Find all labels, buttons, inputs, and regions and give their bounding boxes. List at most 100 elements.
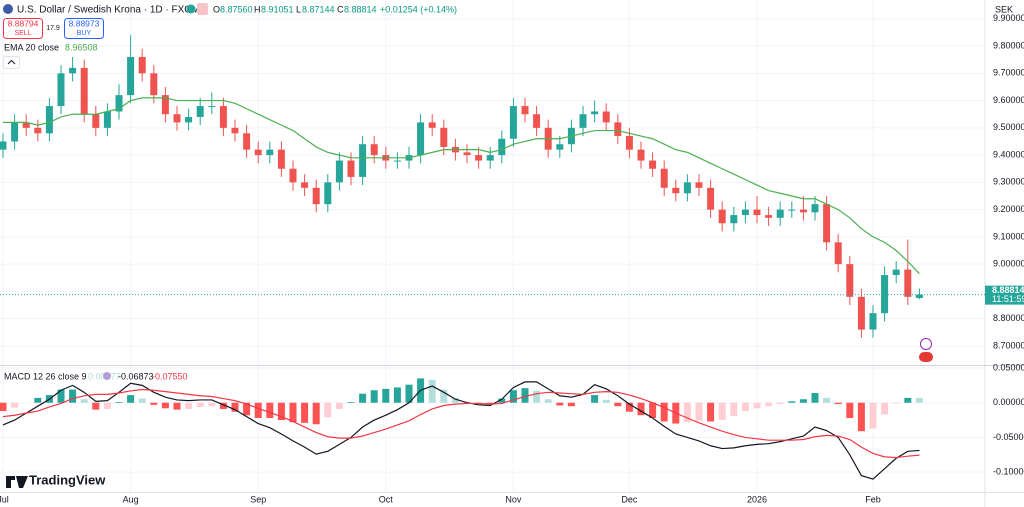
histogram-bar xyxy=(196,402,204,407)
histogram-bar xyxy=(533,390,541,403)
histogram-bar xyxy=(811,393,819,403)
candle-body xyxy=(150,73,158,96)
histogram-bar xyxy=(0,402,7,412)
candle-body xyxy=(289,168,297,183)
histogram-bar xyxy=(881,402,889,415)
logo-text: TradingView xyxy=(29,472,106,487)
candle-body xyxy=(277,149,285,169)
ema-legend: EMA 20 close xyxy=(4,42,59,52)
candle-body xyxy=(417,122,425,156)
candle-body xyxy=(115,95,123,112)
countdown: 11:51:59 xyxy=(992,294,1024,304)
candle-body xyxy=(509,106,517,139)
histogram-bar xyxy=(359,393,367,403)
candle-body xyxy=(776,209,784,218)
candle-body xyxy=(672,187,680,194)
y-tick-label: 9.10000 xyxy=(993,231,1024,241)
news-flag[interactable] xyxy=(919,352,933,362)
histogram-bar xyxy=(521,388,529,403)
candle-body xyxy=(823,204,831,243)
candle-body xyxy=(22,122,30,128)
histogram-bar xyxy=(765,402,773,407)
histogram-bar xyxy=(266,402,274,418)
histogram-bar xyxy=(289,402,297,423)
candle-body xyxy=(219,106,227,128)
histogram-bar xyxy=(34,397,42,403)
candle-body xyxy=(834,242,842,265)
candle-body xyxy=(904,269,912,297)
candle-body xyxy=(196,106,204,117)
collapse-icon[interactable] xyxy=(7,59,16,65)
y-tick-label: 9.60000 xyxy=(993,95,1024,105)
candle-body xyxy=(765,215,773,218)
candle-body xyxy=(799,209,807,213)
histogram-bar xyxy=(301,402,309,423)
histogram-bar xyxy=(625,402,633,412)
candle-body xyxy=(498,138,506,156)
histogram-bar xyxy=(904,397,912,403)
y-tick-label: 8.70000 xyxy=(993,340,1024,350)
signal-value: -0.07550 xyxy=(152,371,188,381)
candle-body xyxy=(649,160,657,169)
y-tick-label: 9.40000 xyxy=(993,149,1024,159)
histogram-bar xyxy=(451,397,459,403)
symbol-title: U.S. Dollar / Swedish Krona · 1D · FXCM xyxy=(17,5,200,16)
histogram-bar xyxy=(486,402,494,405)
candle-body xyxy=(730,215,738,224)
y-tick-label: -0.10000 xyxy=(993,467,1024,477)
candle-body xyxy=(69,67,77,74)
collapse-button[interactable] xyxy=(3,56,20,69)
sell-label[interactable]: SELL xyxy=(14,30,31,37)
y-tick-label: 9.50000 xyxy=(993,122,1024,132)
histogram-bar xyxy=(857,402,865,432)
candle-body xyxy=(301,182,309,188)
histogram-bar xyxy=(823,397,831,403)
candle-body xyxy=(915,294,923,299)
marks: Jul Aug Sep Oct Nov Dec 2026 Feb 8.70000 8.80000 8… xyxy=(0,13,1024,504)
histogram-bar xyxy=(219,402,227,409)
histogram-bar xyxy=(846,402,854,418)
x-tick-label: Oct xyxy=(379,494,394,504)
histogram-bar xyxy=(556,402,564,406)
candle-body xyxy=(324,182,332,205)
histogram-bar xyxy=(173,402,181,410)
grid xyxy=(0,0,985,492)
histogram-bar xyxy=(544,399,552,403)
event-icon[interactable] xyxy=(920,338,932,350)
candle-body xyxy=(243,133,251,150)
series-line xyxy=(2,381,920,480)
histogram-bar xyxy=(69,389,77,403)
ema-legend-value: 8.96508 xyxy=(65,42,98,52)
sell-button[interactable] xyxy=(3,18,43,39)
candle-body xyxy=(34,127,42,134)
histogram-bar xyxy=(683,402,691,423)
sell-price[interactable]: 8.88794 xyxy=(8,18,39,28)
candle-body xyxy=(92,114,100,128)
x-tick-label: Dec xyxy=(621,494,638,504)
candle-body xyxy=(138,56,146,74)
buy-button[interactable] xyxy=(64,18,104,39)
histogram-bar xyxy=(231,402,239,412)
series-line xyxy=(2,388,920,459)
histogram-bar xyxy=(347,402,355,403)
histogram-bar xyxy=(834,402,842,405)
candle-body xyxy=(103,111,111,128)
candle-body xyxy=(788,209,796,211)
histogram-bar xyxy=(324,402,332,418)
buy-label[interactable]: BUY xyxy=(77,30,92,37)
candle-body xyxy=(614,122,622,137)
candle-body xyxy=(869,313,877,330)
x-tick-label: Sep xyxy=(250,494,266,504)
y-tick-label: 9.30000 xyxy=(993,177,1024,187)
candle-body xyxy=(370,144,378,156)
buy-price[interactable]: 8.88973 xyxy=(69,18,100,28)
y-tick-label: -0.05000 xyxy=(993,432,1024,442)
histogram-bar xyxy=(707,402,715,422)
histogram-bar xyxy=(80,399,88,403)
candle-body xyxy=(846,264,854,297)
histogram-bar xyxy=(509,390,517,403)
candle-body xyxy=(660,168,668,188)
histogram-bar xyxy=(161,402,169,409)
histogram-bar xyxy=(788,401,796,403)
